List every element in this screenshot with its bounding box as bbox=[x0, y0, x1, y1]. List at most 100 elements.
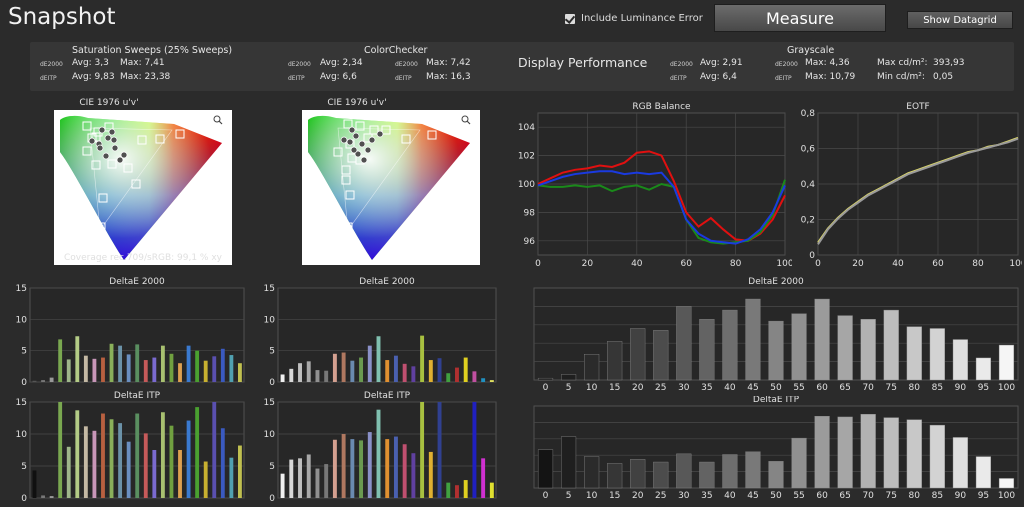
cie-target-square bbox=[82, 146, 92, 156]
cie-measure-point bbox=[340, 136, 348, 144]
gs-k2: dEITP bbox=[670, 75, 687, 82]
cie-measure-point bbox=[111, 144, 119, 152]
cc-avg1: Avg: 2,34 bbox=[320, 58, 363, 68]
bar bbox=[83, 355, 88, 382]
y-tick-label: 104 bbox=[518, 123, 535, 133]
bar bbox=[455, 367, 459, 382]
cie-target-square bbox=[343, 222, 353, 232]
cie-target-square bbox=[98, 193, 108, 203]
magnifier-icon[interactable] bbox=[461, 115, 471, 125]
x-tick-label: 20 bbox=[632, 491, 644, 501]
sat-k1: dE2000 bbox=[40, 61, 63, 68]
x-tick-label: 65 bbox=[839, 491, 850, 501]
gs-maxcd-label: Max cd/m²: bbox=[877, 58, 928, 68]
x-tick-label: 45 bbox=[747, 383, 758, 393]
bar bbox=[324, 370, 329, 382]
x-tick-label: 40 bbox=[892, 259, 904, 269]
bar bbox=[929, 328, 945, 381]
bar bbox=[584, 456, 600, 489]
cie-measure-point bbox=[88, 137, 96, 145]
bar bbox=[560, 436, 577, 489]
bar bbox=[376, 409, 381, 498]
checkbox-check-icon[interactable] bbox=[565, 13, 575, 24]
display-performance-label: Display Performance bbox=[518, 55, 648, 70]
bar bbox=[229, 355, 234, 382]
x-tick-label: 70 bbox=[862, 383, 874, 393]
bar bbox=[463, 357, 468, 382]
bar bbox=[220, 428, 225, 498]
include-luminance-checkbox[interactable]: Include Luminance Error bbox=[565, 13, 703, 24]
x-tick-label: 60 bbox=[816, 383, 828, 393]
bar bbox=[109, 419, 114, 498]
bar bbox=[143, 360, 148, 382]
bar bbox=[446, 482, 451, 498]
x-tick-label: 30 bbox=[678, 491, 690, 501]
y-tick-label: 0 bbox=[21, 378, 27, 388]
x-tick-label: 0 bbox=[535, 259, 541, 269]
chart-title: DeltaE 2000 bbox=[359, 277, 415, 287]
cie-target-square bbox=[401, 134, 411, 144]
bar bbox=[393, 355, 398, 382]
bar bbox=[630, 459, 646, 489]
bar bbox=[306, 454, 311, 498]
chart-title: DeltaE ITP bbox=[364, 391, 411, 401]
bar bbox=[169, 425, 174, 498]
bar bbox=[367, 432, 372, 498]
x-tick-label: 20 bbox=[632, 383, 644, 393]
y-tick-label: 0,2 bbox=[801, 216, 815, 226]
cie-target-square bbox=[341, 175, 351, 185]
x-tick-label: 45 bbox=[747, 491, 758, 501]
x-tick-label: 100 bbox=[776, 259, 792, 269]
bar bbox=[367, 345, 372, 382]
bar bbox=[791, 437, 807, 489]
x-tick-label: 60 bbox=[932, 259, 944, 269]
bar bbox=[481, 458, 486, 498]
x-tick-label: 80 bbox=[909, 491, 921, 501]
cie-measure-point bbox=[360, 156, 368, 164]
gs-avg1: Avg: 2,91 bbox=[700, 58, 743, 68]
bar bbox=[883, 417, 899, 489]
x-tick-label: 20 bbox=[582, 259, 594, 269]
chart-title: DeltaE ITP bbox=[114, 391, 161, 401]
bar bbox=[699, 461, 715, 489]
bar bbox=[280, 374, 285, 382]
cc-k1: dE2000 bbox=[288, 61, 311, 68]
bar bbox=[195, 350, 200, 382]
bar bbox=[420, 402, 425, 498]
cie-diagram-2[interactable] bbox=[302, 110, 480, 265]
gs-mincd-value: 0,05 bbox=[933, 72, 954, 82]
gs-mincd-label: Min cd/m²: bbox=[877, 72, 925, 82]
bar bbox=[178, 450, 182, 498]
show-datagrid-button[interactable]: Show Datagrid bbox=[907, 11, 1013, 29]
x-tick-label: 10 bbox=[586, 491, 598, 501]
x-tick-label: 55 bbox=[793, 491, 804, 501]
x-tick-label: 95 bbox=[978, 383, 989, 393]
bar bbox=[745, 298, 761, 381]
bar bbox=[118, 423, 123, 498]
measure-button[interactable]: Measure bbox=[714, 4, 886, 32]
bar bbox=[768, 461, 784, 489]
magnifier-icon[interactable] bbox=[213, 115, 223, 125]
bar bbox=[289, 368, 294, 382]
cie-measure-point bbox=[108, 128, 116, 136]
cie-measure-point bbox=[348, 126, 356, 134]
bar bbox=[83, 426, 88, 498]
summary-panel: Saturation Sweeps (25% Sweeps) dE2000 Av… bbox=[30, 42, 1014, 91]
sat-avg1: Avg: 3,3 bbox=[72, 58, 109, 68]
y-tick-label: 10 bbox=[16, 430, 28, 440]
cie-diagram-1[interactable] bbox=[54, 110, 232, 265]
bar bbox=[212, 402, 217, 498]
x-tick-label: 100 bbox=[998, 383, 1015, 393]
gs-avg2: Avg: 6,4 bbox=[700, 72, 737, 82]
cc-title: ColorChecker bbox=[364, 45, 428, 56]
bar bbox=[411, 453, 416, 498]
bar bbox=[722, 309, 738, 381]
bar bbox=[160, 345, 165, 382]
bar bbox=[109, 343, 114, 382]
x-tick-label: 25 bbox=[655, 383, 666, 393]
x-tick-label: 60 bbox=[816, 491, 828, 501]
bar bbox=[998, 478, 1015, 489]
y-tick-label: 0,6 bbox=[801, 145, 816, 155]
chart-title: DeltaE ITP bbox=[753, 396, 800, 405]
x-tick-label: 100 bbox=[1009, 259, 1022, 269]
